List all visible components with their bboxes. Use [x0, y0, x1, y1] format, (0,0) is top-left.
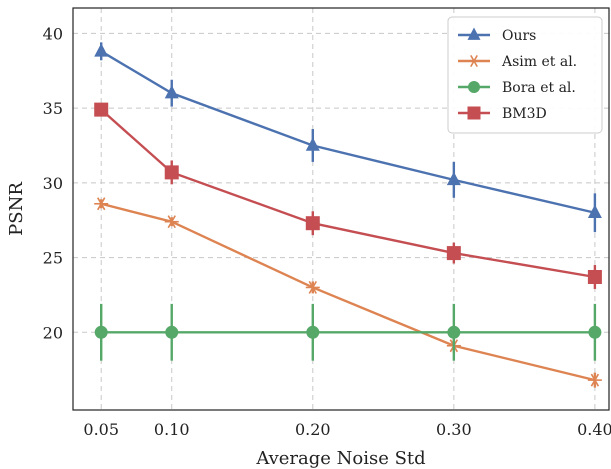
data-point: [164, 165, 179, 180]
data-point: [164, 85, 179, 99]
y-tick-label: 35: [43, 99, 63, 118]
data-point: [94, 102, 109, 117]
data-point: [587, 269, 602, 284]
data-point: [305, 280, 320, 294]
data-point: [164, 215, 179, 229]
legend-entry: Asim et al.: [458, 54, 577, 70]
series-ours: [94, 42, 602, 233]
x-tick-label: 0.05: [83, 420, 119, 439]
series-asim-et-al: [94, 197, 602, 388]
series-layer: [94, 42, 602, 388]
legend-label: Bora et al.: [502, 80, 576, 96]
data-point: [446, 171, 461, 186]
marker-stroke: [470, 54, 478, 68]
data-point: [467, 27, 481, 40]
series-bora-et-al: [94, 303, 602, 361]
data-point: [467, 106, 481, 120]
y-tick-label: 25: [43, 249, 63, 268]
legend: Ours Asim et al. Bora et al. BM3D: [447, 16, 603, 134]
legend-label: Ours: [502, 28, 536, 44]
data-point: [587, 373, 602, 387]
legend-entry: Bora et al.: [458, 80, 576, 96]
data-point: [94, 197, 109, 211]
x-tick-label: 0.10: [154, 420, 190, 439]
data-point: [588, 325, 602, 339]
legend-label: Asim et al.: [501, 54, 577, 70]
data-point: [468, 81, 480, 93]
x-tick-label: 0.20: [295, 420, 331, 439]
data-point: [587, 204, 602, 218]
plot-frame: [72, 7, 610, 411]
data-point: [94, 43, 109, 57]
marker-stroke: [167, 215, 176, 229]
data-point: [467, 54, 481, 68]
data-point: [305, 216, 320, 231]
data-point: [305, 137, 320, 151]
y-axis-label: PSNR: [6, 182, 27, 236]
data-point: [165, 325, 179, 339]
ticks: 0.05 0.10 0.20 0.30 0.40 20 25 30 35 40: [43, 24, 611, 439]
marker-stroke: [97, 197, 106, 211]
x-tick-label: 0.30: [436, 420, 472, 439]
data-point: [94, 325, 108, 339]
data-point: [447, 325, 461, 339]
legend-box: [447, 16, 603, 134]
x-axis-label: Average Noise Std: [255, 448, 425, 469]
legend-label: BM3D: [502, 106, 547, 122]
y-tick-label: 40: [43, 24, 63, 43]
series-bm3d: [94, 102, 602, 289]
marker-stroke: [308, 280, 317, 294]
series-line: [100, 108, 596, 279]
x-tick-label: 0.40: [577, 420, 611, 439]
y-tick-label: 30: [43, 174, 63, 193]
legend-entry: Ours: [458, 27, 536, 44]
marker-stroke: [590, 373, 600, 387]
data-point: [306, 325, 320, 339]
data-point: [446, 246, 461, 261]
y-tick-label: 20: [43, 323, 63, 342]
legend-entry: BM3D: [458, 106, 547, 122]
